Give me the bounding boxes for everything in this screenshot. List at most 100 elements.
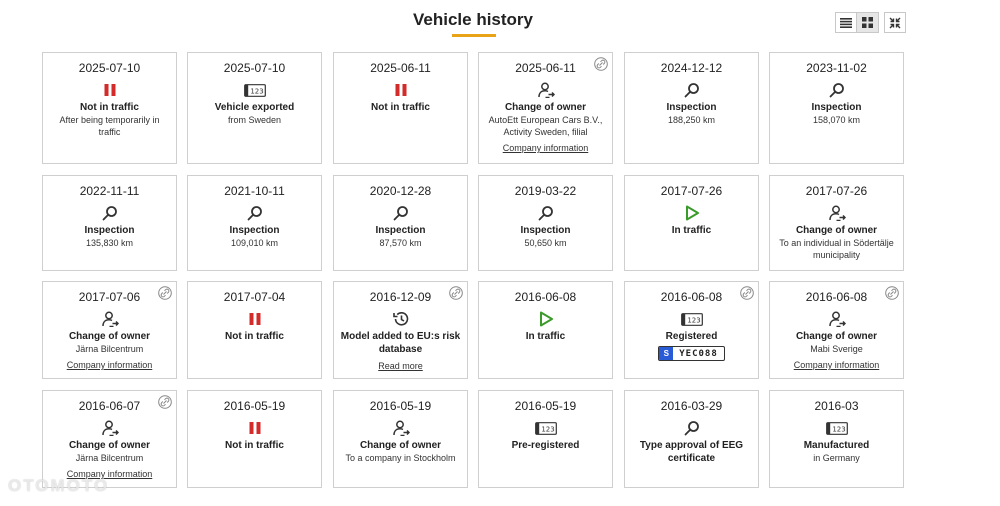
- list-view-button[interactable]: [835, 12, 857, 33]
- magnifier-icon: [43, 202, 176, 224]
- plate-number: YEC088: [679, 348, 718, 359]
- event-date: 2016-06-08: [660, 290, 723, 304]
- event-title: Vehicle exported: [214, 102, 295, 113]
- event-title: Inspection: [84, 225, 135, 236]
- history-card: 2025-07-10 Not in traffic After being temp…: [42, 52, 177, 164]
- magnifier-icon: [188, 202, 321, 224]
- event-date: 2016-03-29: [660, 399, 723, 413]
- event-title: Change of owner: [68, 331, 151, 342]
- event-title: Change of owner: [359, 440, 442, 451]
- event-date: 2017-07-26: [660, 184, 723, 198]
- play-icon: [479, 308, 612, 330]
- event-link[interactable]: Read more: [378, 361, 423, 371]
- change-owner-icon: [770, 308, 903, 330]
- link-icon[interactable]: [885, 286, 899, 300]
- event-title: Inspection: [520, 225, 571, 236]
- event-description: 188,250 km: [667, 115, 716, 125]
- event-description: 50,650 km: [524, 238, 567, 248]
- event-date: 2024-12-12: [660, 61, 723, 75]
- event-date: 2025-06-11: [515, 61, 576, 75]
- collapse-button[interactable]: [884, 12, 906, 33]
- event-title: Change of owner: [504, 102, 587, 113]
- link-icon[interactable]: [594, 57, 608, 71]
- link-icon[interactable]: [158, 286, 172, 300]
- event-title: Manufactured: [803, 440, 870, 451]
- history-card: 2017-07-26 In traffic: [624, 175, 759, 271]
- event-title: Not in traffic: [225, 331, 284, 342]
- change-owner-icon: [479, 79, 612, 101]
- event-description: 109,010 km: [230, 238, 279, 248]
- change-owner-icon: [770, 202, 903, 224]
- event-title: Change of owner: [795, 225, 878, 236]
- grid-view-button[interactable]: [857, 12, 879, 33]
- event-link[interactable]: Company information: [793, 360, 880, 370]
- magnifier-icon: [625, 417, 758, 439]
- event-date: 2016-06-08: [805, 290, 868, 304]
- event-title: Not in traffic: [225, 440, 284, 451]
- magnifier-icon: [770, 79, 903, 101]
- magnifier-icon: [625, 79, 758, 101]
- change-owner-icon: [334, 417, 467, 439]
- event-date: 2016-05-19: [223, 399, 286, 413]
- event-description: Mabi Sverige: [810, 344, 863, 354]
- event-date: 2019-03-22: [514, 184, 577, 198]
- event-link[interactable]: Company information: [502, 143, 589, 153]
- history-card: 2019-03-22 Inspection 50,650 km: [478, 175, 613, 271]
- history-card: 2023-11-02 Inspection 158,070 km: [769, 52, 904, 164]
- collapse-icon: [889, 17, 901, 28]
- pause-icon: [43, 79, 176, 101]
- event-date: 2025-07-10: [78, 61, 141, 75]
- history-card: 2025-07-10 123 Vehicle exported from Sweden: [187, 52, 322, 164]
- history-card: 2016-03-29 Type approval of EEG certifica…: [624, 390, 759, 488]
- link-icon[interactable]: [449, 286, 463, 300]
- event-link[interactable]: Company information: [66, 360, 153, 370]
- event-title: Not in traffic: [80, 102, 139, 113]
- event-description: 158,070 km: [812, 115, 861, 125]
- change-owner-icon: [43, 308, 176, 330]
- history-card: 2016-05-19 123 Pre-registered: [478, 390, 613, 488]
- registration-plate: S YEC088: [658, 346, 725, 361]
- history-card: 2017-07-06 Change of owner Järna Bilcentru…: [42, 281, 177, 379]
- svg-text:123: 123: [250, 87, 263, 95]
- event-title: In traffic: [671, 225, 712, 236]
- event-title: Not in traffic: [371, 102, 430, 113]
- event-title: Model added to EU:s risk database: [340, 331, 461, 355]
- event-date: 2017-07-26: [805, 184, 868, 198]
- event-title: Change of owner: [68, 440, 151, 451]
- history-card: 2016-06-08 123 Registered S YEC088: [624, 281, 759, 379]
- pause-icon: [188, 417, 321, 439]
- title-underline: [452, 34, 496, 37]
- event-description: AutoEtt European Cars B.V., Activity Swe…: [488, 115, 603, 137]
- event-title: Inspection: [375, 225, 426, 236]
- event-link[interactable]: Company information: [66, 469, 153, 479]
- play-icon: [625, 202, 758, 224]
- license-plate-icon: 123: [770, 417, 903, 439]
- event-title: Inspection: [666, 102, 717, 113]
- history-icon: [334, 308, 467, 330]
- event-date: 2016-06-08: [514, 290, 577, 304]
- event-date: 2016-06-07: [78, 399, 141, 413]
- event-title: Inspection: [229, 225, 280, 236]
- link-icon[interactable]: [158, 395, 172, 409]
- svg-text:123: 123: [541, 425, 554, 433]
- event-description: Järna Bilcentrum: [75, 344, 144, 354]
- event-date: 2017-07-04: [223, 290, 286, 304]
- history-card: 2016-05-19 Change of owner To a company in…: [333, 390, 468, 488]
- history-card: 2017-07-04 Not in traffic: [187, 281, 322, 379]
- history-card: 2025-06-11 Not in traffic: [333, 52, 468, 164]
- history-card: 2016-06-08 In traffic: [478, 281, 613, 379]
- event-date: 2020-12-28: [369, 184, 432, 198]
- magnifier-icon: [334, 202, 467, 224]
- event-date: 2021-10-11: [224, 184, 285, 198]
- event-description: in Germany: [813, 453, 860, 463]
- event-title: Inspection: [811, 102, 862, 113]
- pause-icon: [334, 79, 467, 101]
- event-date: 2025-07-10: [223, 61, 286, 75]
- event-description: After being temporarily in traffic: [59, 115, 160, 137]
- watermark: OTOMOTO: [8, 476, 110, 495]
- plate-country: S: [659, 347, 674, 360]
- view-toggle: [835, 12, 879, 33]
- link-icon[interactable]: [740, 286, 754, 300]
- event-title: In traffic: [525, 331, 566, 342]
- event-date: 2016-05-19: [514, 399, 577, 413]
